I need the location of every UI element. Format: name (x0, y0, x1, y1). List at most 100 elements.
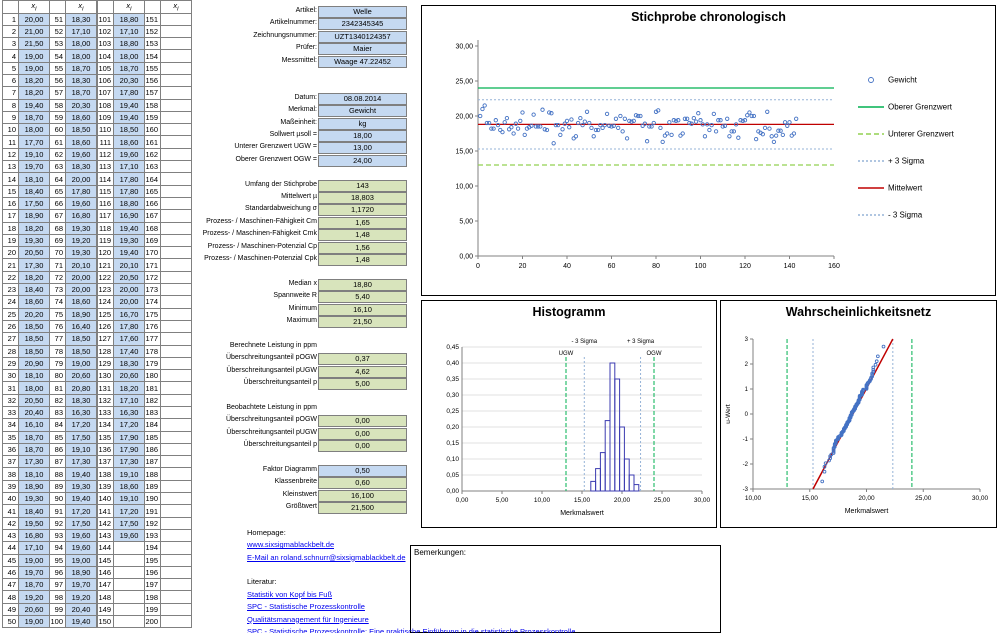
row-number[interactable]: 58 (49, 98, 66, 112)
row-number[interactable]: 76 (49, 319, 66, 334)
row-number[interactable]: 102 (97, 24, 114, 39)
xi-cell[interactable]: 19,40 (65, 492, 97, 506)
xi-cell[interactable] (160, 578, 192, 592)
xi-cell[interactable]: 16,80 (18, 528, 50, 543)
xi-cell[interactable]: 17,20 (65, 418, 97, 432)
row-number[interactable]: 56 (49, 73, 66, 88)
row-number[interactable]: 129 (97, 356, 114, 371)
row-number[interactable]: 99 (49, 602, 66, 617)
row-number[interactable]: 28 (2, 344, 19, 358)
row-number[interactable]: 98 (49, 590, 66, 604)
field-value-cell[interactable]: 18,80 (318, 278, 407, 291)
row-number[interactable]: 167 (144, 209, 161, 223)
xi-cell[interactable]: 19,60 (65, 541, 97, 555)
row-number[interactable]: 94 (49, 541, 66, 555)
xi-cell[interactable] (160, 442, 192, 457)
xi-cell[interactable]: 19,00 (18, 49, 50, 63)
xi-cell[interactable] (160, 332, 192, 346)
row-number[interactable]: 109 (97, 110, 114, 125)
xi-cell[interactable] (113, 553, 145, 567)
field-value-cell[interactable]: 0,00 (318, 415, 407, 428)
xi-cell[interactable] (160, 123, 192, 137)
xi-cell[interactable]: 18,40 (18, 283, 50, 297)
row-number[interactable]: 151 (144, 12, 161, 26)
xi-cell[interactable] (160, 61, 192, 75)
row-number[interactable]: 103 (97, 37, 114, 51)
xi-cell[interactable]: 17,20 (113, 418, 145, 432)
row-number[interactable]: 119 (97, 233, 114, 248)
xi-cell[interactable] (160, 307, 192, 321)
xi-cell[interactable]: 19,60 (65, 147, 97, 162)
xi-cell[interactable]: 18,20 (18, 86, 50, 100)
xi-cell[interactable]: 19,70 (65, 578, 97, 592)
row-number[interactable]: 120 (97, 246, 114, 260)
xi-cell[interactable]: 20,50 (18, 246, 50, 260)
xi-cell[interactable]: 20,00 (18, 12, 50, 26)
row-number[interactable]: 194 (144, 541, 161, 555)
xi-cell[interactable] (160, 516, 192, 530)
xi-cell[interactable] (160, 160, 192, 174)
row-number[interactable]: 62 (49, 147, 66, 162)
row-number[interactable]: 128 (97, 344, 114, 358)
row-number[interactable]: 29 (2, 356, 19, 371)
xi-cell[interactable]: 17,80 (65, 184, 97, 198)
field-value-cell[interactable]: 08.08.2014 (318, 92, 407, 105)
field-value-cell[interactable]: 24,00 (318, 154, 407, 167)
row-number[interactable]: 74 (49, 295, 66, 309)
row-number[interactable]: 184 (144, 418, 161, 432)
row-number[interactable]: 174 (144, 295, 161, 309)
xi-cell[interactable] (160, 258, 192, 272)
field-value-cell[interactable]: 18,803 (318, 192, 407, 204)
row-number[interactable]: 86 (49, 442, 66, 457)
field-value-cell[interactable]: 0,37 (318, 353, 407, 366)
row-number[interactable]: 183 (144, 405, 161, 420)
xi-cell[interactable] (160, 110, 192, 125)
xi-cell[interactable]: 19,40 (65, 467, 97, 481)
xi-cell[interactable] (160, 430, 192, 444)
row-number[interactable]: 142 (97, 516, 114, 530)
row-number[interactable]: 84 (49, 418, 66, 432)
field-value-cell[interactable]: 5,40 (318, 291, 407, 304)
xi-cell[interactable]: 19,30 (18, 233, 50, 248)
row-number[interactable]: 24 (2, 295, 19, 309)
row-number[interactable]: 33 (2, 405, 19, 420)
xi-cell[interactable]: 18,10 (18, 369, 50, 383)
row-number[interactable]: 48 (2, 590, 19, 604)
row-number[interactable]: 90 (49, 492, 66, 506)
xi-cell[interactable]: 17,50 (65, 516, 97, 530)
row-number[interactable]: 1 (2, 12, 19, 26)
row-number[interactable]: 147 (97, 578, 114, 592)
xi-cell[interactable]: 18,70 (18, 578, 50, 592)
xi-cell[interactable]: 19,40 (18, 98, 50, 112)
field-value-cell[interactable]: 4,62 (318, 365, 407, 378)
row-number[interactable]: 88 (49, 467, 66, 481)
xi-cell[interactable]: 19,00 (65, 553, 97, 567)
field-value-cell[interactable]: UZT1340124357 (318, 30, 407, 43)
xi-cell[interactable]: 18,90 (18, 479, 50, 494)
hyperlink[interactable]: SPC - Statistische Prozesskontrolle: Ein… (247, 627, 576, 633)
row-number[interactable]: 61 (49, 135, 66, 149)
xi-cell[interactable] (160, 541, 192, 555)
row-number[interactable]: 4 (2, 49, 19, 63)
row-number[interactable]: 12 (2, 147, 19, 162)
row-number[interactable]: 113 (97, 160, 114, 174)
row-number[interactable]: 156 (144, 73, 161, 88)
xi-cell[interactable]: 18,20 (113, 381, 145, 395)
row-number[interactable]: 19 (2, 233, 19, 248)
row-number[interactable]: 92 (49, 516, 66, 530)
row-number[interactable]: 162 (144, 147, 161, 162)
xi-cell[interactable]: 17,80 (113, 172, 145, 186)
field-value-cell[interactable]: 0,60 (318, 477, 407, 490)
row-number[interactable]: 54 (49, 49, 66, 63)
row-number[interactable]: 83 (49, 405, 66, 420)
xi-cell[interactable]: 18,50 (65, 123, 97, 137)
field-value-cell[interactable]: 1,1720 (318, 204, 407, 217)
xi-cell[interactable]: 17,90 (113, 430, 145, 444)
row-number[interactable]: 197 (144, 578, 161, 592)
row-number[interactable]: 178 (144, 344, 161, 358)
field-value-cell[interactable]: 1,56 (318, 241, 407, 254)
xi-cell[interactable]: 17,60 (113, 332, 145, 346)
xi-cell[interactable] (160, 12, 192, 26)
xi-cell[interactable]: 17,10 (18, 541, 50, 555)
xi-cell[interactable]: 18,60 (65, 135, 97, 149)
